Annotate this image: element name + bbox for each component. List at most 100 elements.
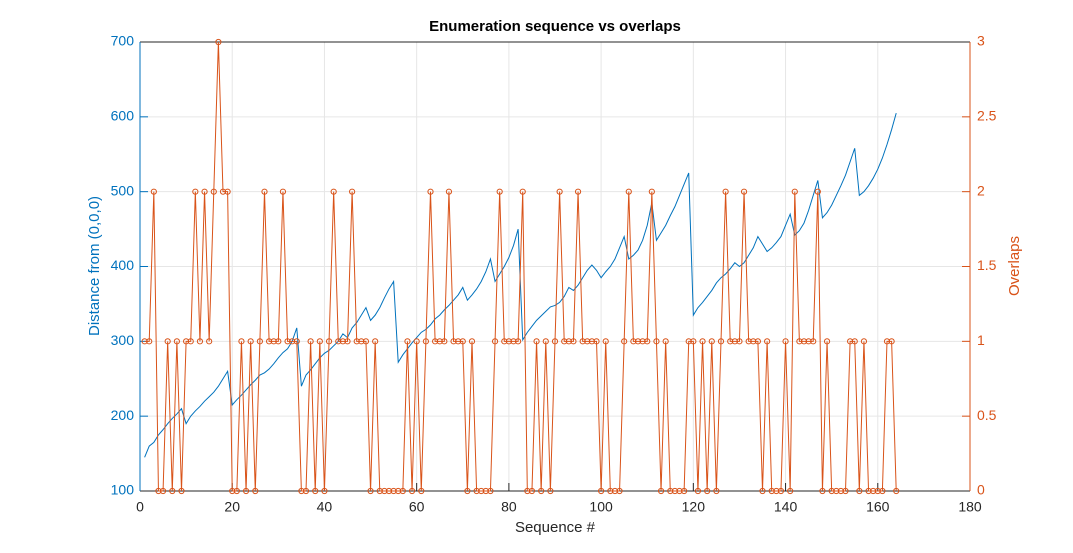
marker: [450, 338, 457, 345]
y-tick-label: 300: [111, 332, 135, 348]
y2-tick-label: 1: [977, 332, 985, 348]
marker: [888, 338, 895, 345]
marker: [399, 487, 406, 495]
marker: [644, 338, 651, 345]
marker: [261, 188, 268, 195]
marker: [275, 338, 282, 345]
marker: [362, 338, 370, 345]
marker: [455, 338, 462, 345]
marker: [413, 338, 420, 345]
marker: [422, 338, 429, 345]
y2-tick-label: 3: [977, 33, 985, 49]
marker: [704, 487, 711, 495]
y2-tick-label: 0.5: [977, 407, 997, 423]
marker: [837, 487, 844, 495]
marker: [810, 338, 817, 345]
marker: [385, 487, 393, 495]
marker: [667, 487, 674, 495]
marker: [206, 338, 213, 345]
marker: [773, 487, 780, 495]
marker: [252, 487, 259, 495]
marker: [192, 188, 199, 195]
marker: [330, 188, 337, 195]
marker: [740, 188, 748, 195]
marker: [690, 338, 697, 345]
marker: [856, 487, 863, 495]
series-line: [144, 112, 897, 458]
marker: [183, 338, 190, 345]
series-line: [144, 41, 897, 492]
marker: [390, 487, 397, 495]
marker: [524, 487, 531, 495]
y-tick-label: 700: [111, 33, 135, 49]
marker: [210, 188, 217, 195]
marker: [321, 487, 328, 495]
marker: [187, 338, 194, 345]
marker: [768, 487, 775, 495]
marker: [219, 188, 227, 195]
marker: [298, 487, 305, 495]
marker: [777, 487, 785, 495]
y-tick-label: 200: [111, 407, 135, 423]
marker: [874, 487, 881, 495]
marker: [515, 338, 522, 345]
marker: [381, 487, 388, 495]
marker: [542, 338, 549, 345]
marker: [805, 338, 812, 345]
x-tick-label: 140: [774, 499, 798, 515]
x-tick-label: 40: [317, 499, 333, 515]
marker: [584, 338, 591, 345]
marker: [607, 487, 614, 495]
marker: [505, 338, 512, 345]
marker: [819, 487, 826, 495]
marker: [307, 338, 314, 345]
marker: [860, 338, 868, 345]
marker: [464, 487, 471, 495]
marker: [717, 338, 725, 345]
marker: [754, 338, 761, 345]
marker: [547, 487, 554, 495]
marker: [325, 338, 333, 345]
marker: [146, 338, 153, 345]
marker: [247, 338, 254, 345]
marker: [533, 338, 540, 345]
y-tick-label: 100: [111, 482, 135, 498]
marker: [796, 338, 803, 345]
x-tick-label: 100: [589, 499, 613, 515]
marker: [648, 188, 655, 195]
marker: [759, 487, 766, 495]
marker: [574, 188, 582, 195]
marker: [256, 338, 263, 345]
marker: [159, 487, 167, 495]
marker: [653, 338, 660, 345]
marker: [141, 338, 148, 345]
x-tick-label: 120: [682, 499, 706, 515]
y-tick-label: 600: [111, 108, 135, 124]
marker: [662, 338, 669, 345]
marker: [782, 338, 789, 345]
marker: [284, 338, 291, 345]
marker: [279, 188, 287, 195]
marker: [441, 338, 448, 345]
marker: [289, 338, 296, 345]
marker: [565, 338, 572, 345]
marker: [395, 487, 402, 495]
marker: [865, 487, 872, 495]
marker: [358, 338, 365, 345]
y2-tick-label: 1.5: [977, 257, 997, 273]
marker: [344, 338, 351, 345]
marker: [418, 487, 425, 495]
marker: [561, 338, 568, 345]
marker: [335, 338, 342, 345]
marker: [842, 487, 849, 495]
marker: [408, 487, 416, 495]
x-tick-label: 180: [958, 499, 982, 515]
marker: [482, 487, 489, 495]
marker: [630, 338, 637, 345]
marker: [376, 487, 383, 495]
marker: [178, 487, 185, 495]
marker: [625, 188, 632, 195]
marker: [349, 188, 356, 195]
